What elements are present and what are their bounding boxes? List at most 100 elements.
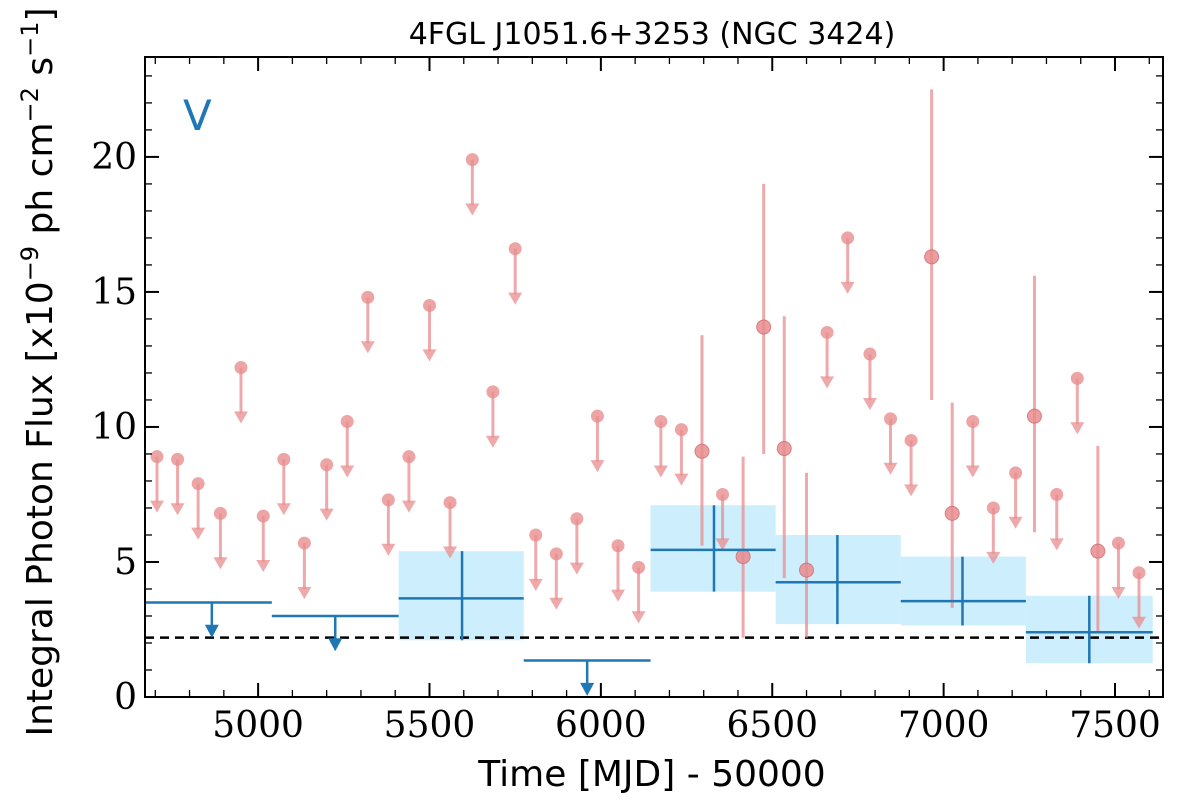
monthly-ul-point-20 [570,512,584,526]
monthly-ul-point-27 [820,325,834,339]
x-tick-label: 6000 [555,705,647,746]
monthly-ul-arrow-37 [1111,586,1126,599]
monthly-ul-arrow-31 [904,484,919,497]
monthly-ul-arrow-14 [443,546,458,559]
monthly-ul-arrow-34 [1008,516,1023,529]
plot-frame [144,56,1164,698]
y-tick-label: 20 [91,137,137,178]
monthly-ul-point-2 [191,477,205,491]
monthly-ul-arrow-2 [191,527,206,540]
monthly-ul-point-4 [256,509,270,523]
y-axis-title-mid: ph cm [20,122,61,245]
monthly-ul-point-12 [402,450,416,464]
monthly-ul-point-1 [171,452,185,466]
monthly-ul-arrow-28 [840,281,855,294]
monthly-ul-point-30 [884,412,898,426]
monthly-ul-arrow-35 [1049,538,1064,551]
monthly-ul-arrow-4 [256,559,271,572]
monthly-ul-point-10 [361,290,375,304]
monthly-ul-arrow-22 [611,589,626,602]
y-axis-title-base: Integral Photon Flux [x10 [20,281,61,736]
monthly-ul-arrow-24 [653,465,668,478]
monthly-ul-point-0 [150,450,164,464]
monthly-det-point-8 [1090,543,1106,559]
monthly-det-point-6 [944,505,960,521]
x-tick-label: 5500 [384,705,476,746]
monthly-ul-point-5 [234,361,248,375]
monthly-ul-point-16 [486,385,500,399]
y-axis-title-exp1: −9 [16,246,44,281]
monthly-ul-point-18 [529,528,543,542]
monthly-ul-arrow-29 [862,397,877,410]
monthly-ul-arrow-18 [528,578,543,591]
monthly-ul-arrow-0 [149,500,164,513]
monthly-ul-point-38 [1132,566,1146,580]
monthly-ul-point-34 [1009,466,1023,480]
y-tick-label: 5 [114,542,137,583]
monthly-ul-point-22 [611,539,625,553]
monthly-ul-point-29 [863,347,877,361]
monthly-ul-point-37 [1111,536,1125,550]
yearly-ul-arrow-2 [580,682,595,696]
monthly-ul-arrow-20 [569,562,584,575]
monthly-ul-point-14 [443,496,457,510]
monthly-ul-arrow-38 [1132,616,1147,629]
monthly-ul-arrow-1 [170,503,185,516]
y-tick-label: 15 [91,272,137,313]
monthly-ul-arrow-7 [297,586,312,599]
monthly-ul-arrow-11 [381,543,396,556]
monthly-det-point-3 [776,441,792,457]
monthly-ul-point-25 [674,423,688,437]
monthly-ul-arrow-21 [590,460,605,473]
y-axis-title-exp3: −1 [16,22,44,57]
panel-label: V [183,91,212,140]
monthly-ul-point-19 [549,547,563,561]
monthly-det-point-7 [1026,408,1042,424]
y-axis-title-exp2: −2 [16,87,44,122]
monthly-ul-point-8 [320,458,334,472]
monthly-ul-arrow-12 [401,500,416,513]
monthly-ul-point-7 [297,536,311,550]
monthly-ul-point-33 [986,501,1000,515]
chart-title: 4FGL J1051.6+3253 (NGC 3424) [409,17,896,52]
monthly-ul-point-6 [277,452,291,466]
plot-area: 5000 5500 6000 6500 7000 7500 0 5 10 15 20 [91,56,1164,746]
yearly-ul-arrow-0 [204,624,219,638]
monthly-ul-arrow-36 [1070,422,1085,435]
monthly-ul-arrow-23 [631,611,646,624]
monthly-ul-arrow-6 [276,503,291,516]
monthly-ul-point-9 [340,415,354,429]
monthly-ul-point-36 [1070,371,1084,385]
x-tick-label: 5000 [212,705,304,746]
monthly-ul-arrow-8 [319,508,334,521]
y-tick-label: 0 [114,677,137,718]
x-axis-title: Time [MJD] - 50000 [477,754,825,795]
monthly-ul-arrow-32 [965,465,980,478]
monthly-ul-point-26 [716,487,730,501]
monthly-ul-arrow-3 [213,557,228,570]
monthly-ul-point-32 [966,415,980,429]
monthly-ul-point-15 [465,153,479,167]
monthly-ul-point-3 [213,506,227,520]
x-tick-label: 7000 [898,705,990,746]
monthly-det-point-1 [735,549,751,565]
monthly-det-point-5 [924,249,940,265]
monthly-ul-point-23 [632,560,646,574]
monthly-ul-arrow-15 [465,203,480,216]
monthly-ul-arrow-30 [883,462,898,475]
monthly-ul-arrow-25 [674,473,689,486]
y-axis-title: Integral Photon Flux [x10−9 ph cm−2 s−1] [16,7,61,736]
monthly-ul-arrow-13 [422,349,437,362]
monthly-ul-arrow-5 [233,411,248,424]
monthly-ul-arrow-19 [549,597,564,610]
y-axis-title-end: ] [20,7,61,21]
monthly-ul-point-24 [654,415,668,429]
monthly-ul-point-17 [508,242,522,256]
monthly-ul-arrow-9 [340,465,355,478]
monthly-ul-point-13 [422,298,436,312]
monthly-ul-point-28 [841,231,855,245]
monthly-ul-point-31 [904,433,918,447]
monthly-ul-arrow-10 [360,341,375,354]
monthly-ul-point-11 [381,493,395,507]
